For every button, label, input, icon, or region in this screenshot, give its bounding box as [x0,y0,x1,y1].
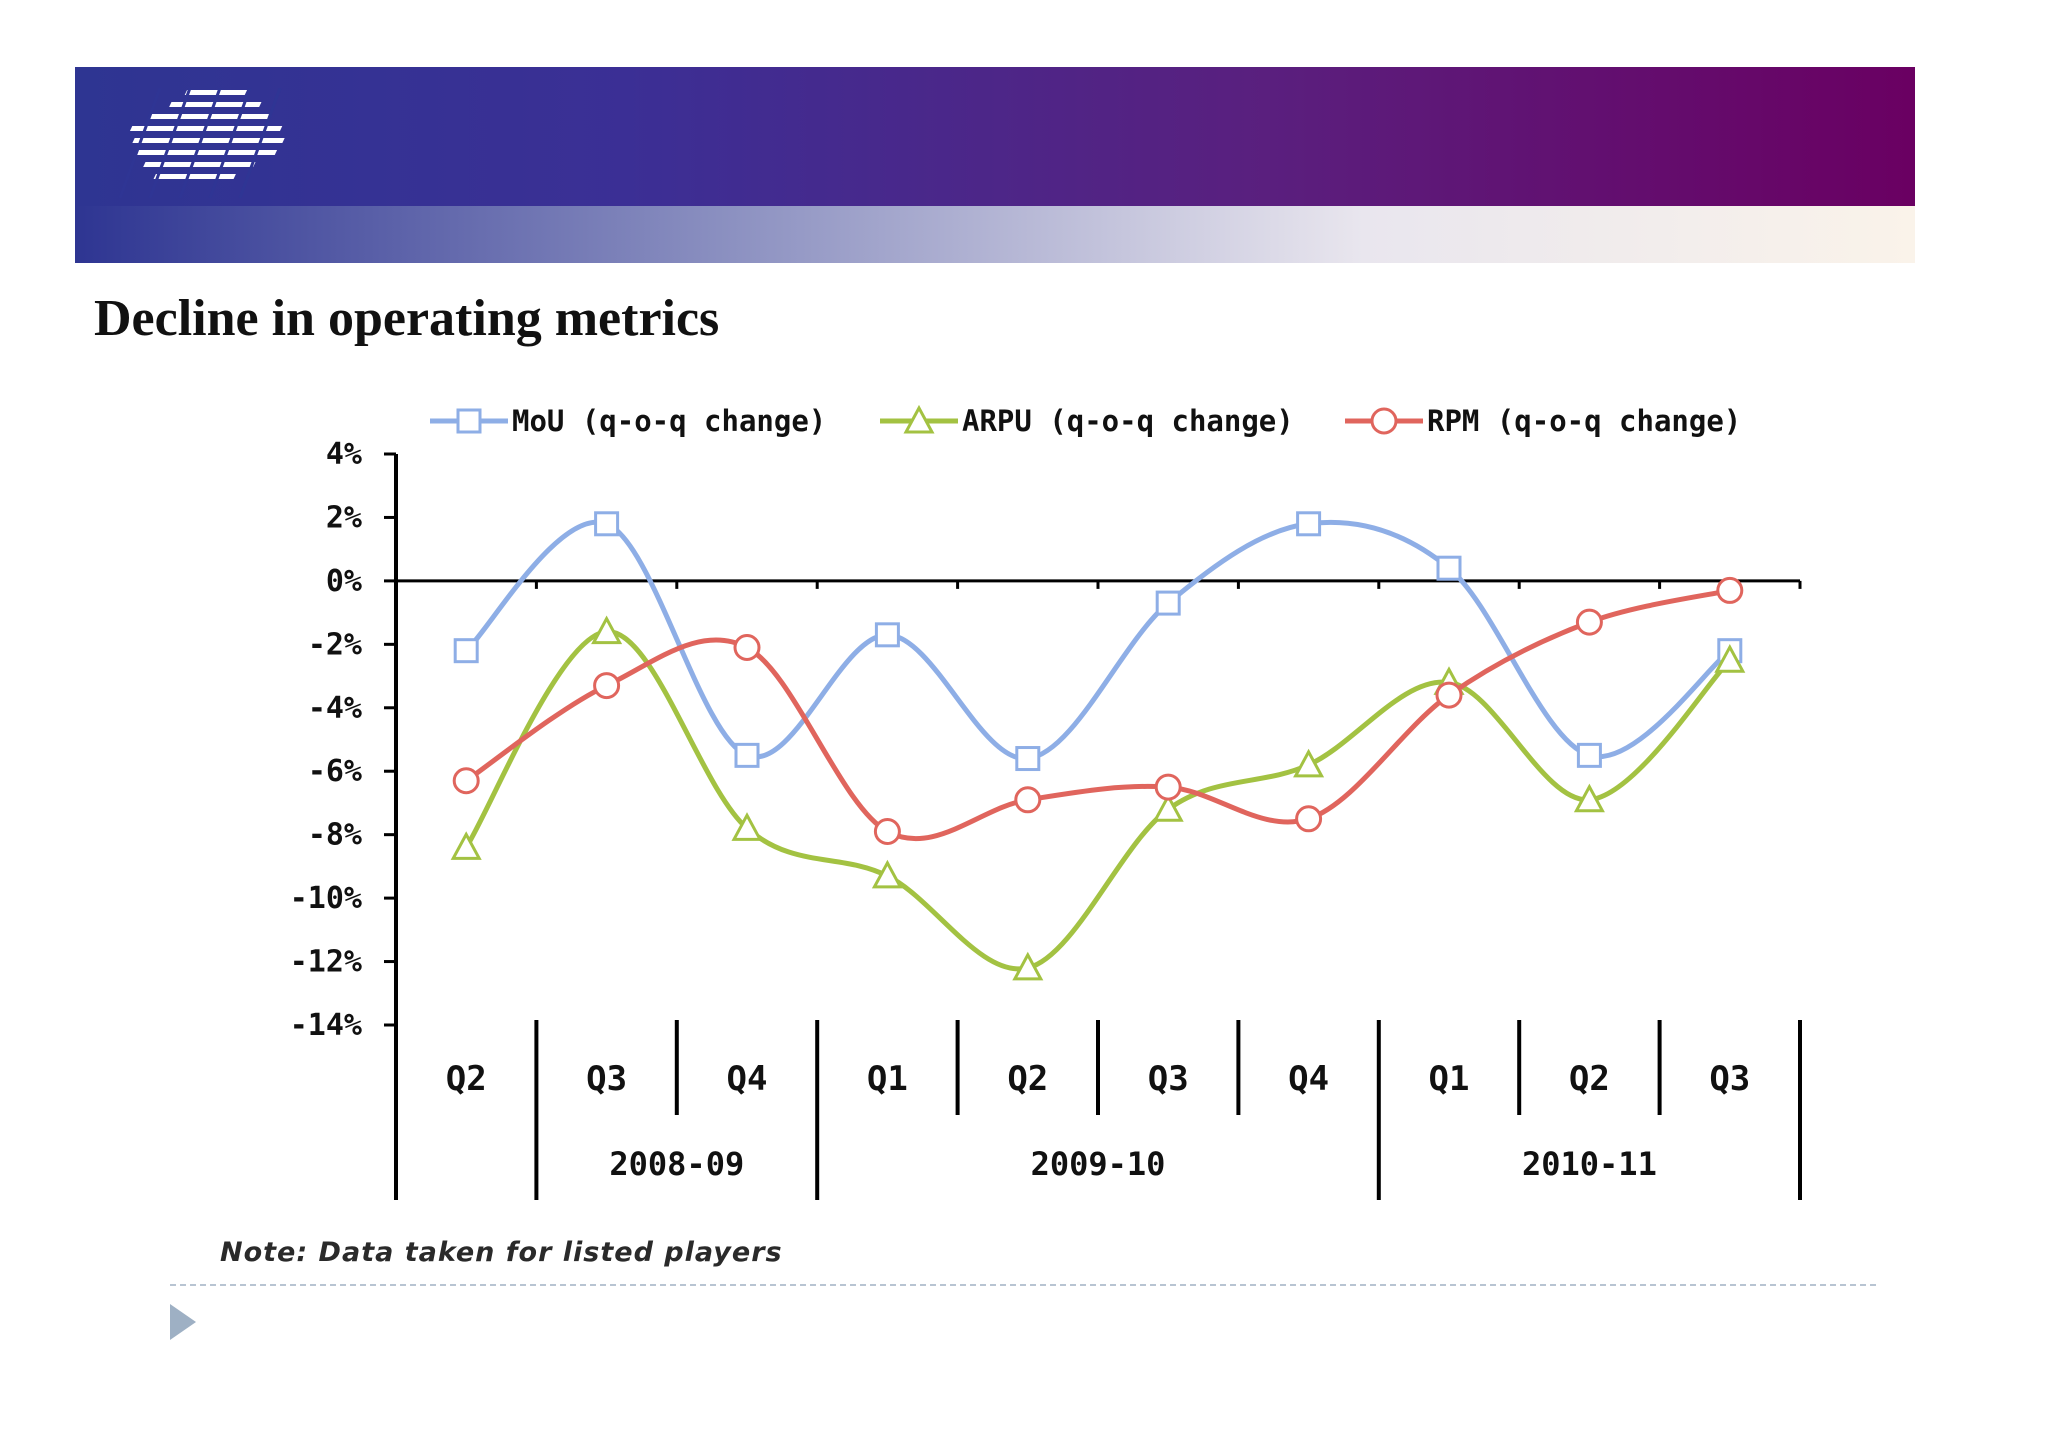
legend-label: RPM (q-o-q change) [1427,404,1741,438]
data-point-series-1 [874,622,900,648]
chart: 4% 2% 0% -2% -4% -6% -8% -10% -12% -14% Q2 Q3 Q4 Q1 Q2… [190,380,1830,1220]
series-line-1 [463,519,1733,762]
data-point-series-3 [873,817,901,845]
x-category-label: Q3 [1148,1059,1189,1099]
y-tick-label: -8% [308,818,362,853]
x-category-label: Q3 [586,1059,627,1099]
legend-label: ARPU (q-o-q change) [962,404,1294,438]
data-point-series-2 [1714,644,1746,673]
data-point-series-2 [591,615,623,645]
data-point-series-1 [1576,742,1602,768]
data-point-series-3 [1154,773,1182,801]
data-point-series-2 [1012,951,1044,981]
data-point-series-3 [733,634,761,662]
legend-marker [903,404,935,434]
data-point-series-2 [1152,793,1184,822]
series-line-2 [463,629,1733,972]
series-line-3 [463,587,1733,842]
x-category-label: Q4 [1288,1059,1329,1099]
data-point-series-2 [1293,748,1325,778]
slide-title: Decline in operating metrics [94,290,720,347]
header-banner-fade [75,206,1915,263]
data-point-series-2 [731,812,763,841]
x-category-label: Q3 [1709,1059,1750,1099]
y-tick-label: 4% [326,437,362,472]
y-tick-label: -2% [308,627,362,662]
data-point-series-3 [1435,681,1463,709]
data-point-series-2 [450,831,482,860]
header-banner [75,67,1915,206]
data-point-series-3 [1716,576,1744,604]
line-chart-svg: 4% 2% 0% -2% -4% -6% -8% -10% -12% -14% Q2 Q3 Q4 Q1 Q2… [290,404,1802,1200]
dashed-divider [170,1284,1876,1286]
legend-marker [456,408,482,434]
striped-logo-icon [118,88,285,198]
x-category-label: Q2 [446,1059,487,1099]
data-point-series-3 [452,767,480,795]
x-group-label: 2008-09 [609,1145,744,1183]
data-point-series-1 [1296,511,1322,537]
data-point-series-1 [594,511,620,537]
x-category-label: Q1 [1429,1059,1470,1099]
x-category-label: Q2 [1569,1059,1610,1099]
data-point-series-3 [593,672,621,700]
x-category-label: Q1 [867,1059,908,1099]
y-tick-label: -4% [308,691,362,726]
data-point-series-1 [453,638,479,664]
x-category-label: Q2 [1007,1059,1048,1099]
legend-marker [1370,407,1398,435]
data-point-series-1 [1436,555,1462,581]
x-group-label: 2010-11 [1522,1145,1657,1183]
y-tick-label: 0% [326,564,362,599]
data-point-series-3 [1014,786,1042,814]
legend-label: MoU (q-o-q change) [512,404,826,438]
data-point-series-3 [1575,608,1603,636]
data-point-series-1 [1015,746,1041,772]
y-tick-label: -14% [290,1008,362,1043]
data-point-series-2 [1573,783,1605,813]
triangle-bullet-icon [170,1304,196,1340]
y-tick-label: -12% [290,945,362,980]
y-tick-label: 2% [326,500,362,535]
x-group-label: 2009-10 [1031,1145,1166,1183]
y-tick-label: -10% [290,881,362,916]
data-point-series-1 [734,742,760,768]
y-tick-label: -6% [308,754,362,789]
data-point-series-3 [1295,805,1323,833]
chart-note: Note: Data taken for listed players [220,1237,783,1268]
data-point-series-2 [871,859,903,889]
x-category-label: Q4 [727,1059,768,1099]
data-point-series-1 [1155,590,1181,616]
